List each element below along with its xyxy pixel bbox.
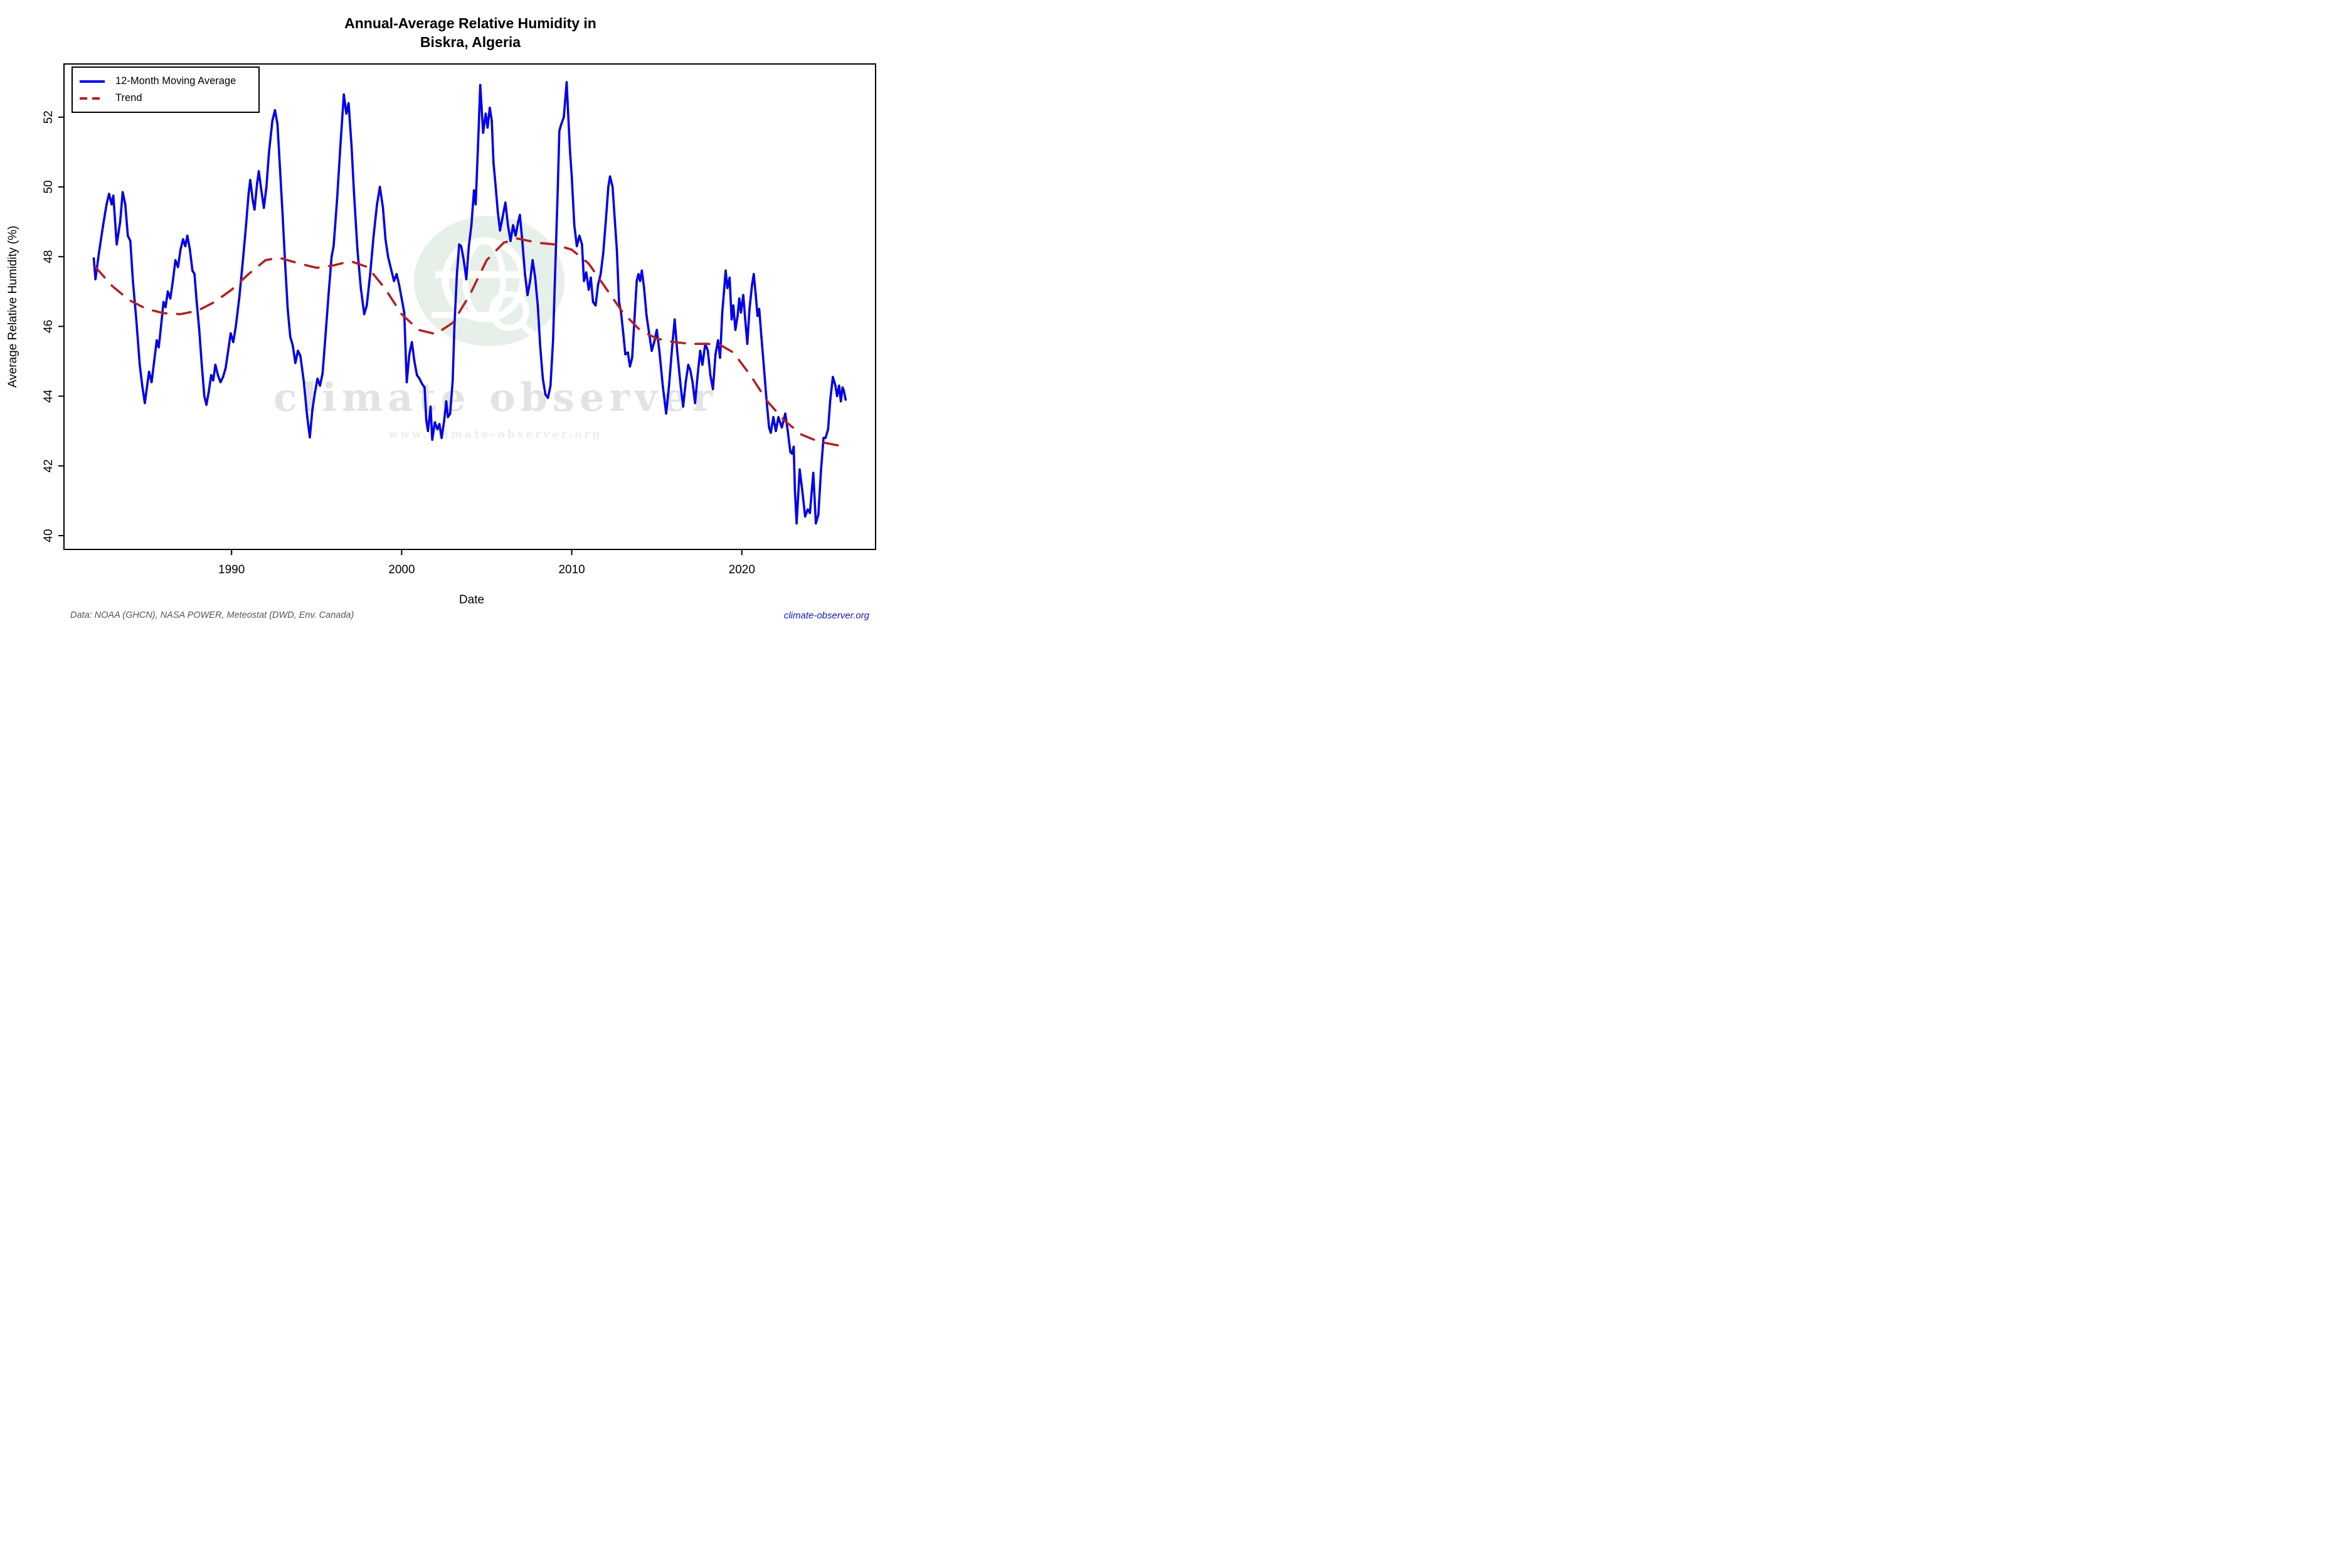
y-tick-label: 42	[42, 459, 55, 472]
site-link[interactable]: climate-observer.org	[783, 610, 869, 621]
chart-page: Annual-Average Relative Humidity in Bisk…	[0, 0, 941, 627]
legend: 12-Month Moving Average Trend	[72, 66, 260, 113]
x-tick-label: 1990	[218, 563, 245, 576]
legend-label-moving-average: 12-Month Moving Average	[115, 75, 236, 87]
legend-dashed-line-icon	[80, 97, 105, 100]
chart-title: Annual-Average Relative Humidity in Bisk…	[0, 14, 941, 51]
watermark-brand-text: climate observer	[273, 374, 718, 420]
axes: 40 42 44 46 48 50 52 1990 2000 2010 2020	[42, 63, 876, 576]
y-tick-label: 44	[42, 389, 55, 403]
legend-item-trend: Trend	[79, 90, 251, 107]
climate-observer-logo-watermark	[414, 216, 564, 346]
watermark: climate observer www.climate-observer.or…	[273, 216, 718, 441]
x-tick-label: 2000	[388, 563, 415, 576]
series-trend	[94, 237, 849, 448]
x-axis-label: Date	[459, 593, 484, 607]
chart-title-line1: Annual-Average Relative Humidity in	[344, 15, 596, 31]
x-tick-label: 2010	[558, 563, 585, 576]
legend-label-trend: Trend	[115, 92, 142, 103]
x-tick-label: 2020	[729, 563, 755, 576]
legend-solid-line-icon	[80, 80, 105, 83]
y-tick-label: 52	[42, 110, 55, 124]
legend-item-moving-average: 12-Month Moving Average	[79, 73, 251, 90]
y-tick-label: 40	[42, 529, 55, 542]
humidity-line-chart: climate observer www.climate-observer.or…	[6, 63, 876, 607]
data-source-note: Data: NOAA (GHCN), NASA POWER, Meteostat…	[70, 610, 354, 620]
y-tick-label: 50	[42, 180, 55, 193]
y-tick-label: 46	[42, 320, 55, 333]
series-lines	[92, 81, 849, 525]
watermark-url-text: www.climate-observer.org	[388, 428, 603, 441]
y-axis-label: Average Relative Humidity (%)	[6, 226, 19, 388]
chart-title-line2: Biskra, Algeria	[420, 34, 521, 50]
series-moving-average	[92, 81, 847, 525]
y-tick-label: 48	[42, 250, 55, 263]
